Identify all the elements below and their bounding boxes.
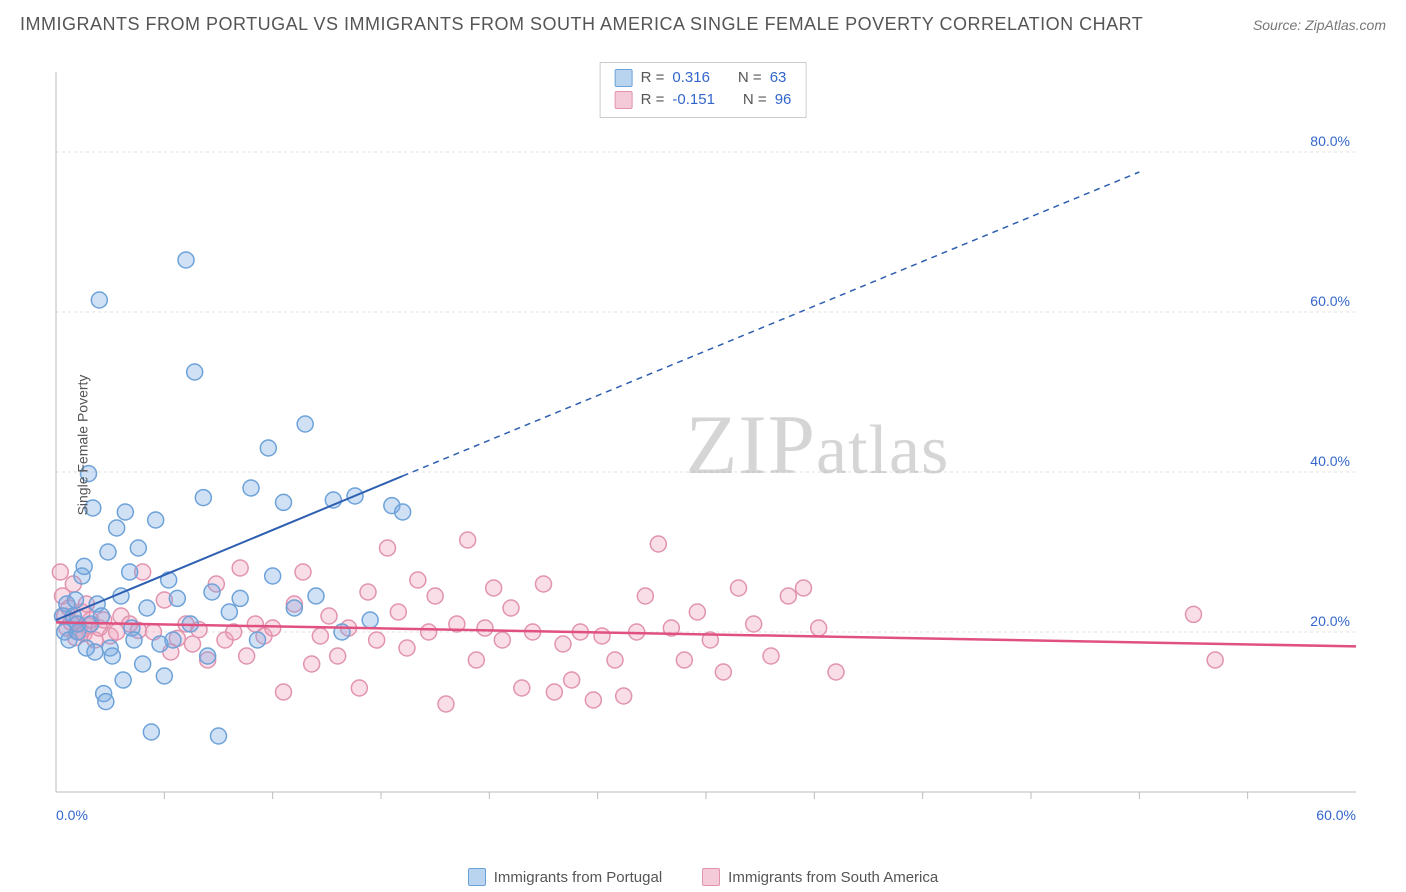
correlation-legend: R = 0.316 N = 63 R = -0.151 N = 96 (600, 62, 807, 118)
swatch-southamerica-icon (702, 868, 720, 886)
legend-r-label: R = (641, 67, 665, 89)
legend-n-label: N = (743, 89, 767, 111)
legend-row-portugal: R = 0.316 N = 63 (615, 67, 792, 89)
source-prefix: Source: (1253, 17, 1305, 33)
svg-text:0.0%: 0.0% (56, 807, 88, 823)
legend-n-value-southamerica: 96 (775, 89, 792, 111)
chart-title: IMMIGRANTS FROM PORTUGAL VS IMMIGRANTS F… (20, 14, 1143, 35)
chart-area: Single Female Poverty 20.0% 40.0% 60.0% 80.… (46, 60, 1376, 830)
legend-row-southamerica: R = -0.151 N = 96 (615, 89, 792, 111)
svg-text:60.0%: 60.0% (1310, 293, 1350, 309)
legend-r-value-southamerica: -0.151 (672, 89, 715, 111)
series-legend: Immigrants from Portugal Immigrants from… (0, 868, 1406, 886)
svg-text:40.0%: 40.0% (1310, 453, 1350, 469)
legend-n-label: N = (738, 67, 762, 89)
legend-r-value-portugal: 0.316 (672, 67, 710, 89)
source-name: ZipAtlas.com (1305, 17, 1386, 33)
series-legend-southamerica: Immigrants from South America (702, 868, 938, 886)
series-label-portugal: Immigrants from Portugal (494, 869, 662, 886)
svg-text:20.0%: 20.0% (1310, 613, 1350, 629)
source-attribution: Source: ZipAtlas.com (1253, 17, 1386, 33)
scatter-chart: 20.0% 40.0% 60.0% 80.0% 0.0% 60.0% (46, 60, 1376, 830)
y-axis-label: Single Female Poverty (74, 375, 90, 516)
svg-text:60.0%: 60.0% (1316, 807, 1356, 823)
svg-text:80.0%: 80.0% (1310, 133, 1350, 149)
swatch-portugal-icon (468, 868, 486, 886)
swatch-portugal (615, 69, 633, 87)
series-label-southamerica: Immigrants from South America (728, 869, 938, 886)
legend-r-label: R = (641, 89, 665, 111)
series-legend-portugal: Immigrants from Portugal (468, 868, 662, 886)
legend-n-value-portugal: 63 (770, 67, 787, 89)
swatch-southamerica (615, 91, 633, 109)
